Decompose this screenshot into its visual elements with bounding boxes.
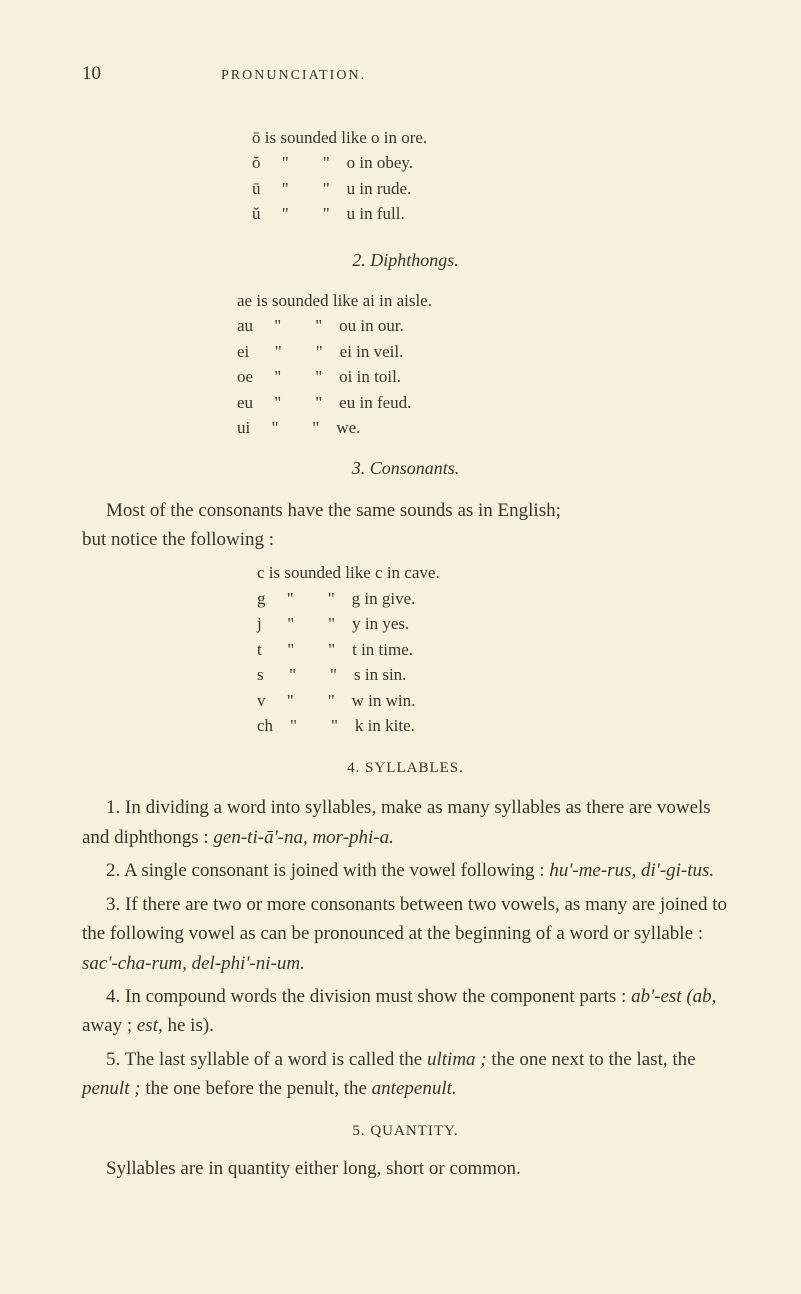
diphthong-row: ae is sounded like ai in aisle. bbox=[237, 288, 729, 314]
diphthong-row: ei " " ei in veil. bbox=[237, 339, 729, 365]
consonant-row: ch " " k in kite. bbox=[257, 713, 729, 739]
vowel-row: ū " " u in rude. bbox=[252, 176, 729, 202]
p5-penult: penult ; bbox=[82, 1078, 141, 1099]
p2-example: hu'-me-rus, di'-gi-tus. bbox=[549, 860, 714, 881]
vowel-row: ō is sounded like o in ore. bbox=[252, 125, 729, 151]
p3-example: sac'-cha-rum, del-phi'-ni-um. bbox=[82, 953, 305, 974]
p4-mid: away ; bbox=[82, 1015, 137, 1036]
syllables-p5: 5. The last syllable of a word is called… bbox=[82, 1045, 729, 1104]
syllables-heading: 4. SYLLABLES. bbox=[82, 757, 729, 780]
diphthong-row: eu " " eu in feud. bbox=[237, 390, 729, 416]
p5-a: 5. The last syllable of a word is called… bbox=[106, 1049, 427, 1070]
p4-ex2: est, bbox=[137, 1015, 163, 1036]
diphthong-row: au " " ou in our. bbox=[237, 313, 729, 339]
p4-ex1: ab'-est (ab, bbox=[631, 986, 716, 1007]
running-head: PRONUNCIATION. bbox=[221, 65, 366, 86]
diphthong-table: ae is sounded like ai in aisle. au " " o… bbox=[237, 288, 729, 441]
quantity-heading: 5. QUANTITY. bbox=[82, 1120, 729, 1143]
consonant-row: g " " g in give. bbox=[257, 586, 729, 612]
diphthong-row: ui " " we. bbox=[237, 415, 729, 441]
syllables-p4: 4. In compound words the division must s… bbox=[82, 982, 729, 1041]
p1-example: gen-ti-ā'-na, mor-phi-a. bbox=[213, 827, 393, 848]
p3-text: 3. If there are two or more consonants b… bbox=[82, 894, 727, 944]
syllables-p2: 2. A single consonant is joined with the… bbox=[82, 856, 729, 885]
consonant-row: c is sounded like c in cave. bbox=[257, 560, 729, 586]
consonants-intro-b: but notice the following : bbox=[82, 529, 274, 550]
consonant-row: j " " y in yes. bbox=[257, 611, 729, 637]
vowel-row: ŭ " " u in full. bbox=[252, 201, 729, 227]
page-number: 10 bbox=[82, 60, 101, 89]
p4-end: he is). bbox=[163, 1015, 214, 1036]
diphthongs-heading: 2. Diphthongs. bbox=[82, 247, 729, 274]
p5-antepenult: antepenult. bbox=[372, 1078, 457, 1099]
consonants-heading: 3. Consonants. bbox=[82, 455, 729, 482]
p2-text: 2. A single consonant is joined with the… bbox=[106, 860, 549, 881]
diphthong-row: oe " " oi in toil. bbox=[237, 364, 729, 390]
vowel-row: ŏ " " o in obey. bbox=[252, 150, 729, 176]
p5-e: the one before the penult, the bbox=[141, 1078, 372, 1099]
p5-c: the one next to the last, the bbox=[487, 1049, 696, 1070]
p1-text: 1. In dividing a word into syllables, ma… bbox=[82, 797, 711, 847]
consonant-row: s " " s in sin. bbox=[257, 662, 729, 688]
consonants-intro: Most of the consonants have the same sou… bbox=[106, 500, 561, 521]
consonant-row: v " " w in win. bbox=[257, 688, 729, 714]
vowel-sound-table: ō is sounded like o in ore. ŏ " " o in o… bbox=[252, 125, 729, 227]
consonant-row: t " " t in time. bbox=[257, 637, 729, 663]
p5-ultima: ultima ; bbox=[427, 1049, 487, 1070]
consonant-table: c is sounded like c in cave. g " " g in … bbox=[257, 560, 729, 739]
syllables-p1: 1. In dividing a word into syllables, ma… bbox=[82, 793, 729, 852]
syllables-p3: 3. If there are two or more consonants b… bbox=[82, 890, 729, 978]
quantity-p1: Syllables are in quantity either long, s… bbox=[82, 1154, 729, 1183]
p4-text: 4. In compound words the division must s… bbox=[106, 986, 631, 1007]
